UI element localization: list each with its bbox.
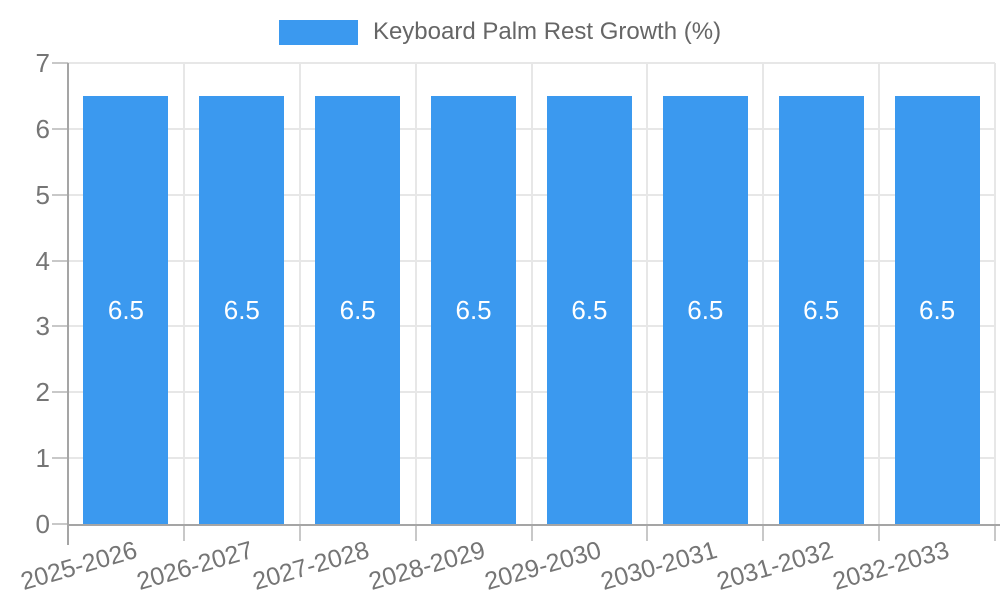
x-tick-label: 2029-2030: [481, 536, 605, 596]
gridline-v: [878, 63, 881, 524]
x-tick-mark: [530, 524, 533, 541]
y-tick-mark: [52, 193, 68, 196]
bar-value-label: 6.5: [918, 294, 956, 325]
legend[interactable]: Keyboard Palm Rest Growth (%): [0, 13, 1000, 51]
gridline-v: [530, 63, 533, 524]
x-tick-label: 2025-2026: [18, 536, 141, 596]
bar: [199, 95, 285, 524]
y-tick-label: 5: [35, 179, 50, 210]
x-tick-label: 2030-2031: [597, 536, 721, 596]
bar-value-label: 6.5: [223, 294, 260, 325]
bar: [546, 95, 632, 524]
x-tick-label: 2026-2027: [133, 536, 257, 596]
x-tick-mark: [414, 524, 417, 541]
y-tick-mark: [52, 457, 68, 460]
gridline-v: [994, 63, 996, 524]
legend-swatch: [278, 19, 358, 45]
y-tick-label: 3: [35, 311, 50, 342]
y-tick-label: 0: [35, 509, 50, 539]
gridline-v: [298, 63, 301, 524]
bar: [778, 95, 864, 524]
x-tick-label: 2028-2029: [365, 536, 489, 596]
x-tick-mark: [878, 524, 881, 541]
bar-value-label: 6.5: [107, 294, 145, 325]
y-axis-line: [67, 63, 69, 545]
y-tick-label: 1: [35, 443, 50, 474]
y-tick-mark: [52, 127, 68, 130]
x-tick-mark: [646, 524, 649, 541]
y-tick-mark: [52, 325, 68, 328]
legend-label: Keyboard Palm Rest Growth (%): [372, 18, 722, 45]
x-tick-mark: [298, 524, 301, 541]
bar-value-label: 6.5: [687, 294, 724, 325]
bar: [894, 95, 980, 524]
gridline-v: [762, 63, 765, 524]
bar-value-label: 6.5: [455, 294, 492, 325]
bar-value-label: 6.5: [339, 294, 376, 325]
gridline-v: [646, 63, 649, 524]
bar-value-label: 6.5: [803, 294, 840, 325]
y-tick-label: 2: [35, 377, 50, 408]
x-tick-label: 2032-2033: [829, 536, 952, 596]
y-tick-label: 6: [35, 113, 50, 144]
x-tick-mark: [994, 524, 996, 541]
x-tick-mark: [762, 524, 765, 541]
gridline-v: [414, 63, 417, 524]
y-tick-mark: [52, 259, 68, 262]
x-tick-label: 2027-2028: [249, 536, 373, 596]
y-tick-label: 4: [35, 245, 50, 276]
x-axis-line: [68, 524, 1000, 526]
y-tick-mark: [52, 391, 68, 394]
bar: [83, 95, 169, 524]
x-tick-label: 2031-2032: [713, 536, 836, 596]
gridline-v: [182, 63, 185, 524]
bar: [431, 95, 517, 524]
y-tick-mark: [52, 62, 68, 64]
y-tick-mark: [52, 523, 68, 525]
bar: [315, 95, 401, 524]
bar-value-label: 6.5: [571, 294, 608, 325]
y-tick-label: 7: [35, 48, 50, 78]
x-tick-mark: [182, 524, 185, 541]
bar: [662, 95, 748, 524]
